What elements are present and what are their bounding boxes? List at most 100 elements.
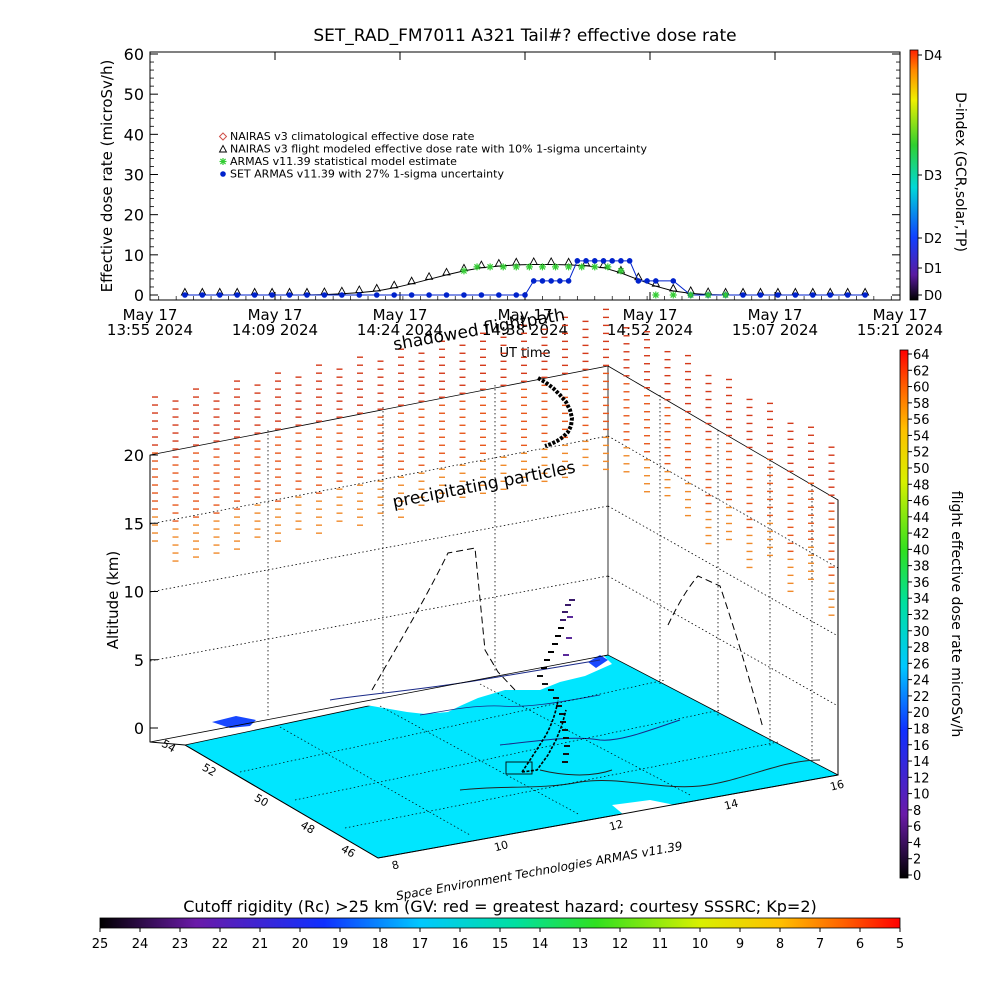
land-region — [326, 656, 612, 714]
data-point — [687, 291, 695, 299]
altitude-tick-label: 20 — [124, 446, 144, 465]
rigidity-tick-label: 8 — [776, 937, 784, 952]
data-point — [591, 258, 598, 264]
dose-tick-label: 20 — [913, 706, 930, 721]
data-point — [844, 292, 851, 298]
d-index-tick-label: D3 — [924, 169, 942, 184]
y-tick-label: 40 — [124, 125, 144, 144]
data-point — [355, 285, 364, 294]
shadow-curve — [667, 575, 764, 729]
rigidity-tick-label: 17 — [412, 937, 429, 952]
x-tick-label: May 17 — [373, 306, 428, 324]
x-tick-label: 14:38 2024 — [482, 321, 568, 339]
dose-tick-label: 44 — [913, 511, 930, 526]
data-point — [216, 292, 223, 298]
dose-tick-label: 52 — [913, 446, 930, 461]
data-point — [461, 292, 467, 298]
dose-tick-label: 2 — [913, 853, 921, 868]
x-tick-label: May 17 — [498, 306, 553, 324]
data-point — [617, 267, 625, 275]
rigidity-colorbar — [99, 917, 901, 929]
x-tick-label: 15:21 2024 — [857, 321, 943, 339]
x-tick-label: May 17 — [123, 306, 178, 324]
dose-tick-label: 8 — [913, 804, 921, 819]
latitude-tick-label: 54 — [159, 737, 178, 755]
rigidity-tick-label: 11 — [652, 937, 669, 952]
x-tick-label: 14:24 2024 — [357, 321, 443, 339]
dose-colorbar-ticks: 0246810121416182022242628303234363840424… — [908, 348, 930, 884]
y-tick-label: 20 — [124, 206, 144, 225]
data-point — [591, 263, 599, 271]
dose-tick-label: 62 — [913, 364, 930, 379]
border-line — [459, 759, 821, 791]
data-point — [443, 292, 450, 298]
3d-scene: 0 5 10 15 20 Altitude (km) 54 52 50 48 46 8 10 12 1… — [104, 305, 846, 903]
shadow-curve — [371, 547, 516, 691]
data-point — [486, 263, 494, 271]
legend-marker — [218, 132, 228, 141]
latitude-tick-label: 48 — [298, 818, 317, 836]
data-point — [609, 258, 616, 264]
x-tick-label: May 17 — [873, 306, 928, 324]
shadowed-flightpath — [537, 376, 575, 448]
data-point — [548, 278, 554, 284]
x-tick-label: 14:52 2024 — [607, 321, 693, 339]
data-point — [809, 292, 816, 298]
data-point — [529, 257, 538, 265]
data-point — [862, 292, 868, 298]
altitude-ticks: 0 5 10 15 20 — [124, 446, 158, 738]
data-point — [499, 263, 507, 271]
x-axis-label: UT time — [500, 346, 551, 361]
dose-tick-label: 16 — [913, 739, 930, 754]
rigidity-contour — [212, 716, 256, 728]
rigidity-tick-label: 23 — [172, 937, 189, 952]
data-point — [408, 292, 415, 298]
data-point — [552, 263, 560, 271]
rigidity-tick-label: 18 — [372, 937, 389, 952]
rigidity-colorbar-ticks: 25 24 23 22 21 20 19 18 17 16 15 14 13 12 11 10 9 8 7 6 5 — [92, 928, 904, 952]
data-point — [530, 278, 537, 284]
data-point — [604, 263, 612, 271]
data-point — [199, 292, 206, 298]
rigidity-tick-label: 24 — [132, 937, 149, 952]
data-point — [522, 292, 528, 298]
dose-tick-label: 56 — [913, 413, 930, 428]
rigidity-tick-label: 20 — [292, 937, 309, 952]
frame-edge — [149, 741, 186, 746]
legend-marker — [220, 171, 226, 177]
data-point — [460, 267, 468, 275]
data-point — [304, 292, 310, 298]
coastline — [329, 659, 601, 701]
data-point — [775, 292, 781, 298]
border-line — [419, 694, 601, 716]
d-index-tick-label: D1 — [924, 262, 942, 277]
dose-tick-label: 46 — [913, 495, 930, 510]
dose-tick-label: 48 — [913, 478, 930, 493]
y-tick-label: 50 — [124, 85, 144, 104]
rigidity-tick-label: 13 — [572, 937, 589, 952]
data-point — [478, 292, 485, 298]
data-point — [473, 263, 481, 271]
data-point — [234, 292, 241, 298]
data-point — [618, 258, 624, 264]
dose-tick-label: 58 — [913, 397, 930, 412]
altitude-label: Altitude (km) — [104, 551, 122, 649]
chart-title: SET_RAD_FM7011 A321 Tail#? effective dos… — [313, 26, 736, 46]
data-point — [652, 291, 660, 299]
data-point — [539, 278, 546, 284]
d-index-colorbar — [909, 49, 919, 301]
series-line — [184, 264, 866, 296]
d-index-label: D-index (GCR,solar,TP) — [952, 92, 968, 252]
x-tick-label: May 17 — [748, 306, 803, 324]
land-region — [612, 800, 700, 822]
data-point — [565, 263, 573, 271]
x-tick-label: 15:07 2024 — [732, 321, 818, 339]
data-point — [513, 292, 520, 298]
series-layer — [180, 257, 870, 299]
legend-label: SET ARMAS v11.39 with 27% 1-sigma uncert… — [230, 168, 504, 181]
data-point — [389, 280, 399, 289]
data-point — [546, 257, 556, 265]
data-point — [644, 278, 650, 284]
